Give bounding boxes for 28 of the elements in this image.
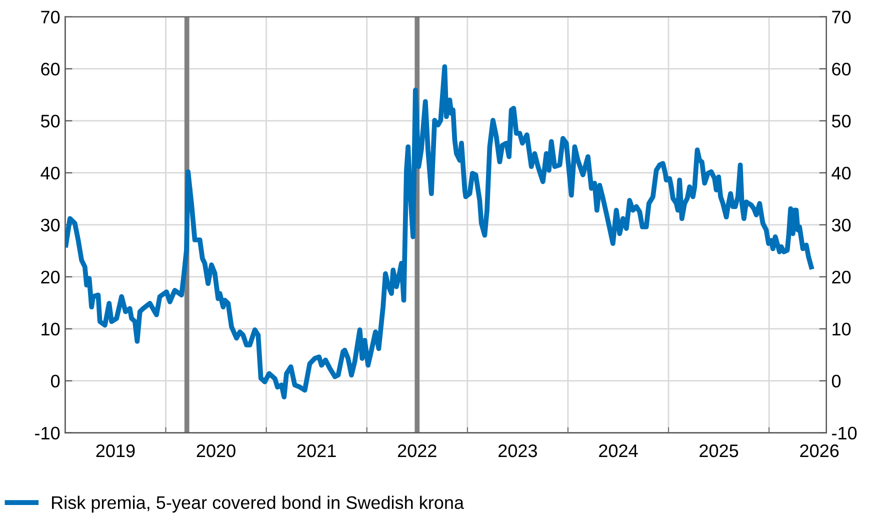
y2-tick-label: 20: [832, 270, 851, 284]
y-tick-label: -10: [35, 426, 60, 440]
x-tick-label: 2025: [700, 444, 738, 458]
y-tick-label: 20: [41, 270, 60, 284]
legend-label: Risk premia, 5-year covered bond in Swedish krona: [52, 496, 464, 513]
y-tick-label: 60: [41, 62, 60, 76]
y-tick-label: 10: [42, 322, 60, 336]
y-tick-label: 40: [40, 166, 60, 180]
x-tick-label: 2021: [297, 444, 336, 458]
line-series: [65, 64, 814, 400]
y2-tick-label: 60: [832, 62, 851, 76]
y2-tick-label: -10: [832, 426, 857, 440]
y2-tick-label: 70: [832, 10, 851, 24]
y-tick-label: 70: [41, 10, 60, 24]
x-tick-label: 2020: [196, 444, 236, 458]
x-tick-label: 2026: [800, 444, 839, 458]
y-tick-label: 0: [51, 374, 60, 388]
y2-tick-label: 0: [832, 374, 841, 388]
y-tick-label: 50: [40, 114, 60, 128]
x-tick-label: 2023: [498, 444, 537, 458]
x-tick-label: 2022: [398, 444, 436, 458]
y2-tick-label: 10: [832, 322, 851, 336]
x-tick-label: 2019: [96, 444, 135, 458]
y-tick-label: 30: [40, 218, 60, 232]
x-tick-label: 2024: [599, 444, 638, 458]
y2-tick-label: 50: [832, 114, 851, 128]
y2-tick-label: 40: [832, 166, 851, 180]
y2-tick-label: 30: [832, 218, 851, 232]
